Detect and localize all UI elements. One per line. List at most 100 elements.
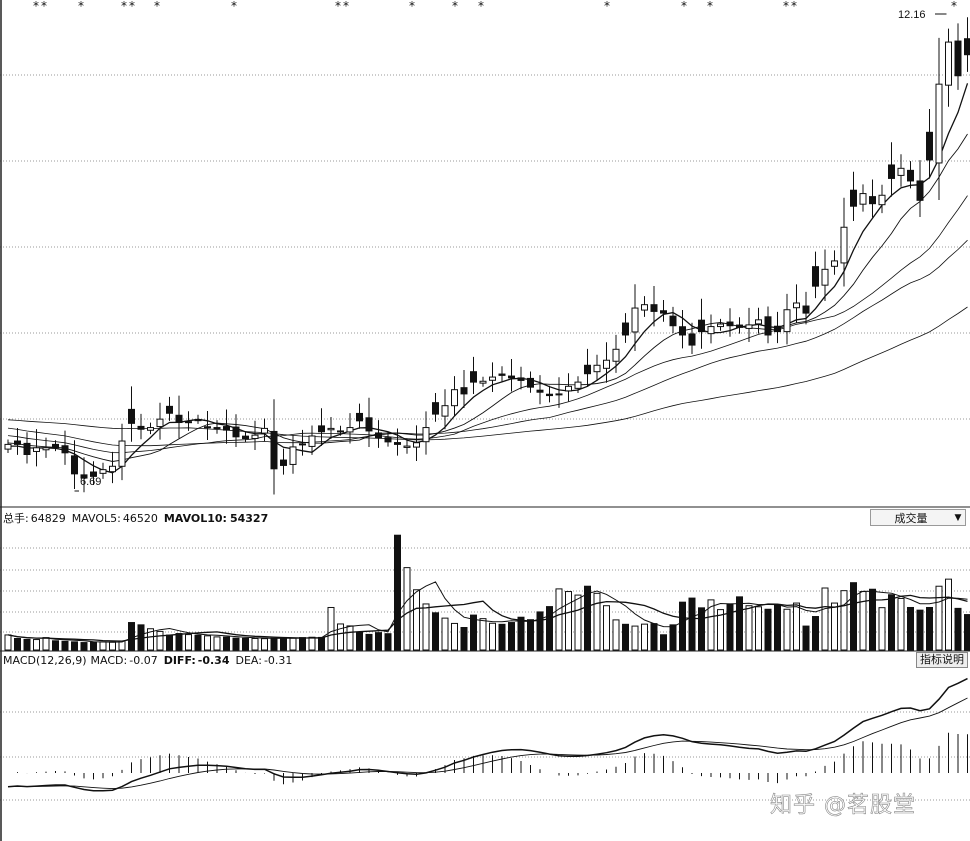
candle-body <box>52 443 59 449</box>
candle-body <box>726 321 734 327</box>
candle-body <box>641 304 648 311</box>
mavol5-line <box>7 581 968 643</box>
volume-bar <box>90 641 97 651</box>
volume-bar <box>802 625 810 651</box>
candle-body <box>945 41 952 86</box>
volume-bar <box>926 606 933 651</box>
volume-bar <box>80 642 88 651</box>
candle-body <box>812 266 819 287</box>
price-ma60-line <box>7 306 968 441</box>
volume-bar <box>859 591 867 651</box>
candle-body <box>603 359 610 369</box>
event-marker: * <box>681 0 687 13</box>
candle-body <box>736 324 743 328</box>
dea-line <box>7 697 968 790</box>
volume-bar <box>641 623 648 651</box>
volume-bar <box>793 602 800 651</box>
volume-bar <box>356 631 363 651</box>
volume-bar <box>432 612 439 651</box>
watermark: 知乎 @茗股堂 <box>770 793 916 819</box>
candle-body <box>574 381 582 389</box>
volume-bar <box>631 625 639 651</box>
volume-bar <box>660 634 667 651</box>
event-marker: * <box>33 0 39 13</box>
candle-body <box>223 426 230 431</box>
candle-body <box>71 455 78 475</box>
volume-header: 总手: 64829 MAVOL5: 46520 MAVOL10: 54327 <box>3 511 268 525</box>
candle-body <box>688 333 696 346</box>
volume-bar <box>242 637 249 651</box>
volume-bar <box>4 634 12 651</box>
volume-bar <box>755 606 762 651</box>
indicator-select-dropdown[interactable]: 成交量 ▼ <box>870 509 966 526</box>
price-ma20-line <box>7 195 968 454</box>
event-marker: * <box>78 0 84 13</box>
candle-body <box>669 315 677 327</box>
volume-bar <box>61 640 69 651</box>
candlesticks <box>4 17 970 495</box>
candle-body <box>175 414 183 424</box>
candle-body <box>394 442 401 445</box>
candle-body <box>555 393 563 396</box>
price-ma5-line <box>8 83 969 474</box>
indicator-help-button[interactable]: 指标说明 <box>916 652 968 668</box>
volume-bar <box>375 632 382 651</box>
macd-indicator-name: MACD(12,26,9) <box>3 654 87 667</box>
candle-body <box>527 377 534 388</box>
volume-bar <box>546 606 553 651</box>
candle-body <box>451 389 458 407</box>
price-ma30-line <box>7 239 968 447</box>
candle-body <box>441 405 449 417</box>
candle-body <box>954 40 962 77</box>
candle-body <box>232 426 240 438</box>
candle-body <box>118 440 126 467</box>
candle-body <box>755 319 762 325</box>
candle-body <box>270 430 278 470</box>
candle-body <box>622 322 629 336</box>
volume-bar <box>774 603 781 651</box>
volume-bar <box>280 637 287 651</box>
candle-body <box>289 446 297 465</box>
volume-bar <box>707 599 715 651</box>
event-marker: * <box>41 0 47 13</box>
volume-bar <box>622 623 629 651</box>
volume-bar <box>33 639 40 651</box>
volume-bar <box>166 634 173 651</box>
volume-bar <box>185 634 192 651</box>
dea-label: DEA: <box>235 654 261 667</box>
candle-body <box>356 412 363 422</box>
candle-body <box>802 305 810 314</box>
volume-bar <box>555 588 563 651</box>
volume-bar <box>498 623 506 651</box>
volume-bar <box>403 567 411 651</box>
candle-body <box>375 432 382 439</box>
candle-body <box>460 387 468 395</box>
candle-body <box>327 427 335 431</box>
volume-bar <box>470 614 477 651</box>
volume-bar <box>23 638 31 651</box>
volume-bar <box>156 630 164 651</box>
candle-body <box>346 427 354 433</box>
candle-body <box>897 167 905 176</box>
candle-body <box>365 417 373 432</box>
candle-body <box>261 427 268 434</box>
candle-body <box>850 189 857 207</box>
volume-bar <box>479 618 487 651</box>
candle-body <box>90 471 97 477</box>
candle-body <box>764 316 772 336</box>
volume-bar <box>536 611 544 651</box>
price-ma10-line <box>7 133 968 462</box>
volume-bar <box>717 609 724 651</box>
volume-bar <box>384 633 392 651</box>
volume-bar <box>270 637 278 651</box>
candle-body <box>147 427 154 431</box>
diff-value: -0.34 <box>198 654 230 667</box>
volume-bar <box>422 603 430 651</box>
volume-bar <box>346 625 354 651</box>
volume-bar <box>318 636 325 651</box>
candle-body <box>128 408 135 424</box>
volume-bar <box>850 582 857 651</box>
